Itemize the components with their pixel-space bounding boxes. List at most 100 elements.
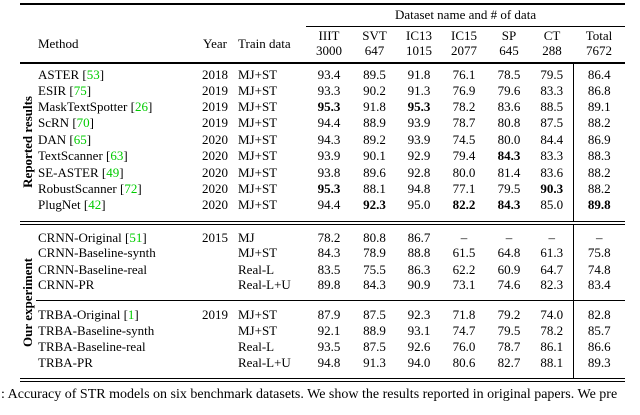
score-cell: 84.3: [497, 148, 521, 164]
year-cell: 2019: [202, 115, 228, 131]
train-data-cell: Real-L+U: [234, 355, 306, 382]
score-cell: 84.3: [487, 197, 531, 225]
train-data-cell: MJ+ST: [234, 197, 306, 225]
score-cell: 80.8: [363, 229, 386, 245]
score-cell: 86.1: [540, 339, 564, 355]
score-cell: 94.8: [407, 181, 431, 196]
citation-link[interactable]: 49: [106, 164, 120, 180]
score-cell: 82.2: [441, 197, 487, 225]
dataset-count: 1015: [406, 43, 432, 59]
score-cell: 93.8: [317, 164, 341, 180]
score-cell: 88.9: [363, 323, 386, 338]
total-cell: 75.8: [572, 245, 626, 262]
citation-link[interactable]: 1: [127, 307, 135, 323]
table-header: Dataset name and # of data Method Year T…: [20, 4, 626, 64]
score-cell: 80.0: [497, 132, 521, 147]
score-cell: 82.7: [487, 355, 531, 382]
score-cell: 61.3: [540, 245, 564, 261]
score-cell: 76.9: [452, 82, 476, 98]
method-cell: TextScanner [63]: [38, 148, 128, 164]
total-cell: 86.8: [572, 82, 626, 100]
score-cell: 78.7: [497, 339, 521, 355]
score-cell: 86.7: [407, 229, 431, 245]
citation-link[interactable]: 42: [88, 197, 102, 212]
method-cell: TRBA-Baseline-real: [36, 340, 196, 356]
score-cell: 62.2: [452, 261, 476, 277]
score-cell: 78.2: [452, 99, 476, 115]
score-cell: 85.0: [531, 197, 573, 225]
total-cell: 89.8: [572, 197, 626, 225]
score-cell: 94.4: [306, 197, 352, 225]
citation-link[interactable]: 53: [86, 67, 100, 82]
col-header-ct: CT 288: [531, 26, 573, 64]
train-data-cell: MJ+ST: [238, 82, 278, 98]
citation-link[interactable]: 65: [73, 132, 87, 147]
score-cell: 93.4: [317, 67, 341, 82]
table-row: CRNN-PR Real-L+U 89.8 84.3 90.9 73.1 74.6 82.3 8…: [20, 278, 626, 301]
train-data-cell: Real-L: [238, 261, 275, 277]
score-cell: 91.3: [352, 355, 397, 382]
dataset-count: 7672: [586, 43, 613, 59]
year-cell: 2020: [202, 164, 228, 180]
year-cell: 2020: [202, 132, 228, 147]
score-cell: 93.3: [317, 82, 341, 98]
group-header-spacer: [20, 4, 306, 26]
score-cell: 88.5: [540, 99, 564, 115]
citation-link[interactable]: 75: [73, 82, 87, 98]
method-cell: MaskTextSpotter [26]: [38, 99, 153, 115]
score-cell: 80.6: [441, 355, 487, 382]
method-cell: SE-ASTER [49]: [38, 164, 124, 180]
method-cell: CRNN-Baseline-real: [36, 262, 196, 278]
score-cell: 95.3: [317, 99, 341, 115]
score-cell: 74.0: [531, 300, 573, 324]
train-data-cell: Real-L: [238, 339, 275, 355]
method-cell: TRBA-Original [1]: [36, 300, 196, 324]
method-name: ESIR: [38, 82, 67, 98]
score-cell: 73.1: [452, 278, 476, 293]
method-name: ASTER: [38, 67, 80, 82]
paper-page: Dataset name and # of data Method Year T…: [0, 3, 640, 415]
score-cell: 88.8: [407, 245, 431, 261]
score-cell: 92.9: [407, 148, 431, 164]
train-data-cell: MJ+ST: [234, 300, 306, 324]
total-cell: 89.1: [572, 99, 626, 116]
section-reported-results: Reported results ASTER [53] 2018 MJ+ST 93.4 8…: [20, 63, 626, 225]
citation-link[interactable]: 63: [110, 148, 124, 164]
dataset-name: IIIT: [318, 28, 340, 44]
score-cell: 83.6: [540, 164, 564, 180]
table-row: ESIR [75] 2019 MJ+ST 93.3 90.2 91.3 76.9 79.6 83…: [20, 82, 626, 100]
group-header-row: Dataset name and # of data: [20, 4, 626, 27]
table-row: TRBA-Original [1] 2019 MJ+ST 87.9 87.5 92.3 71…: [20, 300, 626, 324]
score-cell: 79.5: [540, 67, 564, 82]
total-cell: 83.4: [572, 278, 626, 301]
method-name: CRNN-Baseline-real: [38, 261, 148, 277]
method-cell: TRBA-Baseline-synth: [36, 323, 196, 339]
year-cell: 2015: [202, 229, 228, 245]
score-cell: 78.9: [363, 245, 386, 261]
citation-link[interactable]: 70: [76, 115, 90, 131]
score-cell: 77.1: [452, 181, 476, 196]
score-cell: 90.9: [407, 278, 431, 293]
year-cell: 2020: [196, 197, 234, 225]
score-cell: 90.1: [363, 148, 386, 164]
citation-link[interactable]: 51: [129, 229, 143, 245]
score-cell: 95.3: [407, 99, 431, 115]
dataset-count: 645: [499, 43, 519, 59]
score-cell: 83.3: [540, 148, 564, 164]
year-cell: 2020: [202, 148, 228, 164]
score-cell: 89.2: [363, 132, 386, 147]
score-cell: 81.4: [497, 164, 521, 180]
method-name: TRBA-Baseline-synth: [38, 323, 155, 338]
method-cell: DAN [65]: [38, 132, 92, 147]
citation-link[interactable]: 26: [134, 99, 148, 115]
method-name: TRBA-Baseline-real: [38, 339, 146, 355]
score-cell: 89.8: [317, 278, 341, 293]
score-cell: 83.5: [317, 261, 341, 277]
dataset-count: 2077: [451, 43, 477, 59]
total-cell: 88.2: [572, 181, 626, 198]
total-cell: 86.6: [572, 339, 626, 356]
total-cell: 89.3: [572, 355, 626, 382]
train-data-cell: MJ+ST: [238, 148, 278, 164]
citation-link[interactable]: 72: [124, 181, 138, 196]
train-data-cell: MJ+ST: [238, 323, 278, 338]
